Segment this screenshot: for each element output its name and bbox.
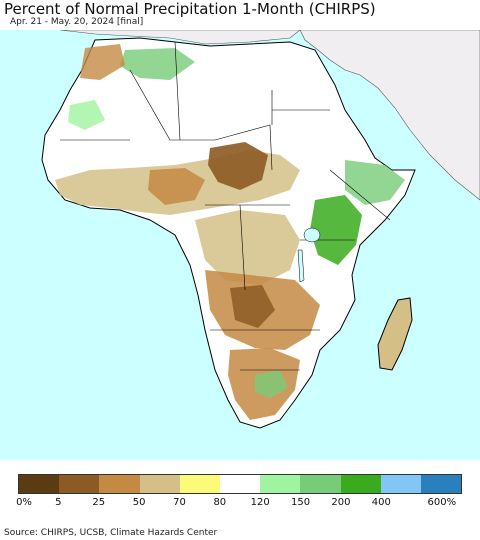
legend-swatch-5: [219, 475, 261, 493]
legend-tick-label: 70: [173, 497, 186, 508]
legend-swatch-1: [59, 475, 100, 493]
country-borders: [60, 41, 391, 371]
lake-victoria: [303, 227, 321, 243]
europe-land: [59, 30, 301, 45]
legend-swatch-8: [340, 475, 381, 493]
map-title: Percent of Normal Precipitation 1-Month …: [4, 0, 376, 18]
legend-swatch-2: [99, 475, 140, 493]
nigeria-dry-area: [148, 168, 205, 205]
source-note: Source: CHIRPS, UCSB, Climate Hazards Ce…: [4, 528, 218, 538]
map-subtitle: Apr. 21 - May. 20, 2024 [final]: [10, 17, 144, 27]
legend-swatch-9: [380, 475, 421, 493]
legend-tick-label: 50: [132, 497, 146, 508]
morocco-dry-area: [80, 44, 125, 80]
horn-wet-region: [345, 160, 405, 205]
legend-tick-label: 25: [92, 497, 106, 508]
sahara-wet-patch: [68, 100, 105, 130]
legend-tick-label: 200: [331, 497, 351, 508]
legend-swatch-10: [420, 475, 462, 493]
legend-ticks: 0% 5 25 50 70 80 120 150 200 400 600%: [0, 497, 480, 511]
legend-tick-label: 5: [55, 497, 62, 508]
chad-dry-core: [208, 142, 268, 190]
central-dry-core: [230, 285, 275, 328]
legend-swatch-0: [19, 475, 60, 493]
legend-swatch-6: [260, 475, 301, 493]
legend-swatch-7: [300, 475, 341, 493]
middle-east-land: [299, 30, 480, 201]
legend-tick-label: 600%: [427, 497, 457, 508]
precipitation-map: [0, 30, 480, 460]
madagascar: [377, 297, 413, 371]
legend-swatch-4: [179, 475, 220, 493]
lake-tanganyika: [297, 249, 305, 283]
legend-tick-label: 150: [290, 497, 311, 508]
south-africa-wet-patch: [255, 370, 288, 398]
east-africa-wet-region: [310, 195, 362, 265]
legend-tick-label: 0%: [16, 497, 32, 508]
africa-map-svg: [41, 30, 480, 429]
legend-swatch-3: [139, 475, 180, 493]
legend-tick-label: 80: [213, 497, 227, 508]
congo-dry-region: [195, 210, 300, 285]
legend-tick-label: 120: [250, 497, 270, 508]
legend-tick-label: 400: [371, 497, 391, 508]
color-legend: [18, 474, 462, 494]
